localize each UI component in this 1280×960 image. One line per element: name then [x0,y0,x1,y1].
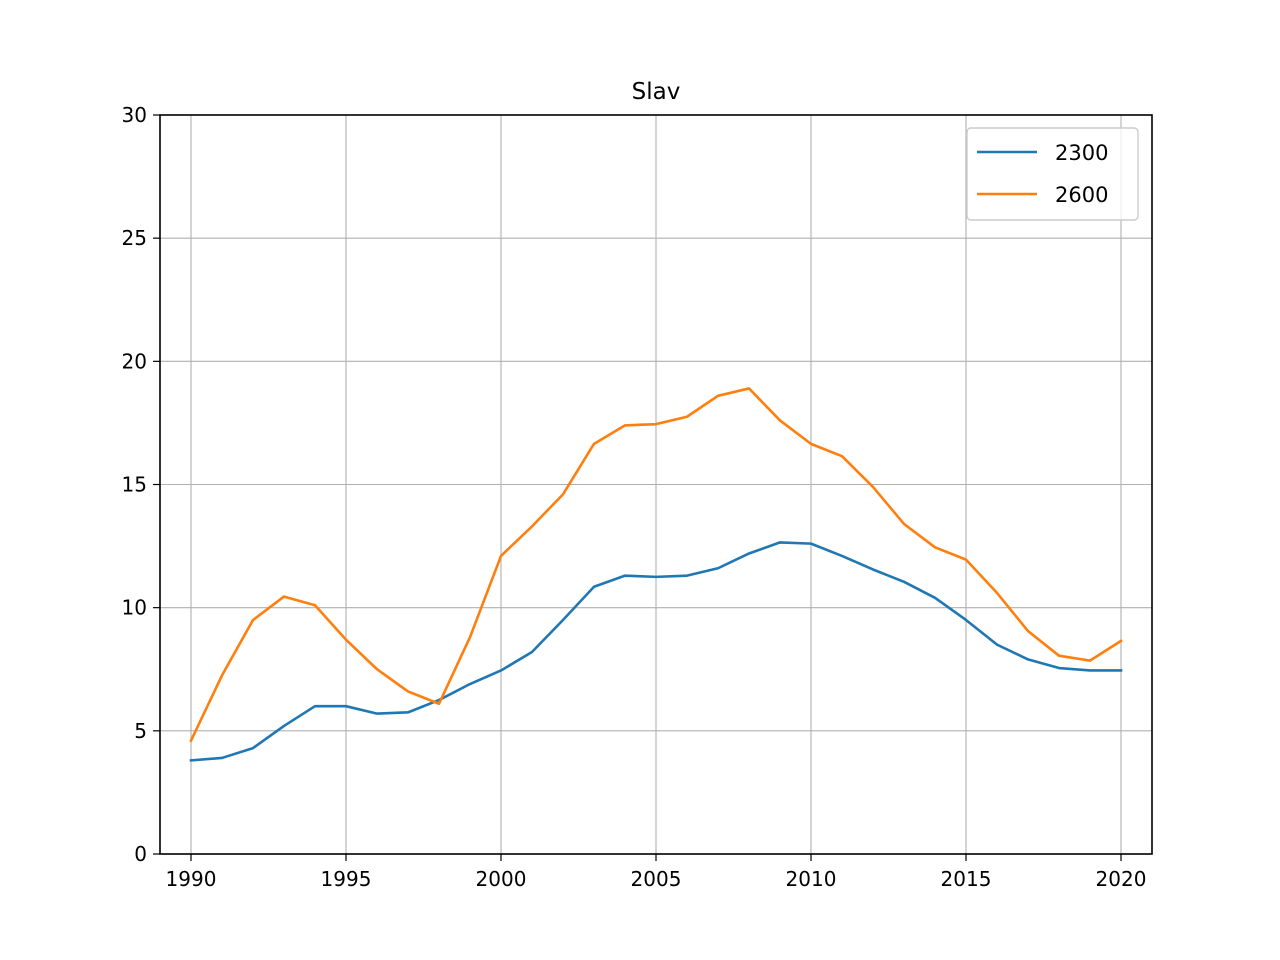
y-tick-label: 30 [122,103,147,127]
y-tick-label: 20 [122,349,147,373]
series-line-2600 [189,387,1123,743]
y-tick-label: 5 [134,719,147,743]
legend-label-2600: 2600 [1055,183,1108,207]
x-tick-label: 2000 [476,867,527,891]
series-line-2300 [189,541,1123,762]
x-tick-label: 1990 [166,867,217,891]
y-tick-label: 25 [122,226,147,250]
chart-title: Slav [632,79,681,105]
x-tick-label: 2020 [1096,867,1147,891]
x-tick-label: 2015 [941,867,992,891]
x-axis: 1990 1995 2000 2005 2010 2015 2020 [166,854,1147,891]
y-axis: 0 5 10 15 20 25 30 [122,103,160,866]
legend: 2300 2600 [966,127,1139,221]
x-tick-label: 2010 [786,867,837,891]
y-tick-label: 10 [122,596,147,620]
legend-label-2300: 2300 [1055,141,1108,165]
y-tick-label: 0 [134,842,147,866]
x-tick-label: 2005 [631,867,682,891]
y-tick-label: 15 [122,473,147,497]
x-tick-label: 1995 [321,867,372,891]
series-layer [189,387,1123,762]
legend-box [966,127,1139,221]
